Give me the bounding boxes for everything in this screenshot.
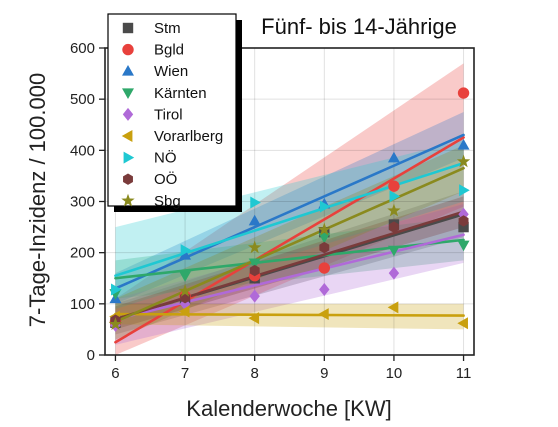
x-tick-label: 6 [111, 365, 119, 382]
point-Vorarlberg [387, 301, 399, 314]
point-Stm [458, 221, 469, 233]
fit-line-Sbg [114, 166, 465, 324]
point-OÖ [249, 264, 260, 277]
point-NÖ [180, 244, 192, 257]
legend-marker-Stm [122, 22, 134, 34]
point-Vorarlberg [318, 308, 329, 321]
point-Bgld [388, 180, 400, 192]
point-Vorarlberg [248, 312, 260, 325]
chart-title: Fünf- bis 14-Jährige [261, 14, 457, 39]
legend-label-Bgld: Bgld [154, 42, 184, 59]
band-OÖ [115, 196, 464, 330]
legend-label-Stm: Stm [154, 20, 181, 37]
legend-marker-Vorarlberg [121, 130, 133, 142]
legend-label-Tirol: Tirol [154, 106, 183, 123]
x-tick-label: 8 [251, 365, 259, 382]
band-Wien [115, 111, 464, 304]
legend-marker-Bgld [122, 43, 134, 56]
point-NÖ [250, 196, 261, 209]
point-OÖ [319, 241, 330, 254]
point-Sbg [108, 317, 123, 330]
axis-ticks: 6 7 8 9 10 11 0 100 200 300 400 500 600 [70, 40, 471, 382]
legend-label-OÖ: OÖ [154, 170, 177, 188]
legend-label-Sbg: Sbg [154, 193, 181, 210]
point-NÖ [389, 190, 401, 203]
band-Vorarlberg [115, 303, 464, 330]
point-Bgld [457, 87, 470, 99]
legend-label-Kärnten: Kärnten [154, 85, 207, 102]
x-tick-label: 11 [456, 365, 472, 382]
point-OÖ [458, 215, 469, 227]
legend-marker-Wien [122, 64, 134, 76]
fit-line-Kärnten [114, 238, 465, 280]
y-tick-label: 600 [70, 40, 95, 57]
fit-line-Bgld [114, 136, 465, 344]
point-Bgld [318, 262, 331, 274]
point-Tirol [319, 283, 330, 297]
y-tick-label: 100 [70, 296, 95, 313]
point-Sbg [248, 240, 262, 254]
point-OÖ [388, 221, 399, 233]
point-NÖ [111, 283, 122, 296]
point-Vorarlberg [178, 305, 190, 318]
fit-lines [114, 133, 465, 344]
point-Kärnten [387, 245, 400, 257]
point-Kärnten [318, 232, 331, 244]
point-Vorarlberg [457, 317, 468, 330]
point-Sbg [178, 284, 192, 297]
point-Wien [457, 138, 470, 150]
x-tick-label: 9 [320, 365, 328, 382]
legend: Stm Bgld Wien Kärnten Tirol Vorarlberg NÖ OÖ Sbg [107, 13, 242, 212]
legend-label-NÖ: NÖ [154, 149, 177, 167]
point-Tirol [249, 289, 260, 303]
point-Tirol [179, 297, 191, 311]
legend-marker-Sbg [121, 193, 135, 207]
point-Kärnten [248, 258, 261, 270]
x-axis-label: Kalenderwoche [KW] [186, 396, 391, 421]
point-Wien [248, 214, 261, 226]
point-NÖ [319, 200, 331, 213]
y-tick-label: 500 [70, 91, 95, 108]
data-points [108, 87, 471, 332]
fit-line-Wien [114, 133, 465, 290]
legend-marker-OÖ [123, 173, 133, 185]
y-tick-label: 300 [70, 194, 95, 211]
legend-label-Vorarlberg: Vorarlberg [154, 128, 223, 145]
point-Sbg [317, 222, 331, 236]
point-Sbg [387, 203, 401, 217]
legend-label-Wien: Wien [154, 63, 188, 80]
point-Wien [179, 248, 192, 260]
x-tick-label: 7 [181, 365, 189, 382]
band-NÖ [115, 140, 464, 309]
fit-line-NÖ [114, 161, 465, 277]
point-Wien [387, 151, 400, 163]
point-Sbg [456, 154, 471, 168]
x-tick-label: 10 [386, 365, 403, 382]
legend-marker-Tirol [122, 107, 134, 121]
point-Tirol [388, 266, 400, 280]
y-tick-label: 200 [70, 245, 95, 262]
fit-line-OÖ [114, 210, 465, 321]
legend-marker-NÖ [123, 151, 135, 164]
y-tick-label: 0 [87, 347, 95, 364]
y-tick-label: 400 [70, 142, 95, 159]
point-Kärnten [457, 240, 470, 252]
fit-line-Vorarlberg [114, 312, 465, 317]
y-axis-label: 7-Tage-Inzidenz / 100.000 [25, 73, 50, 327]
point-NÖ [459, 184, 470, 197]
fit-line-Tirol [114, 233, 465, 321]
point-Kärnten [179, 271, 192, 282]
legend-marker-Kärnten [122, 88, 134, 100]
